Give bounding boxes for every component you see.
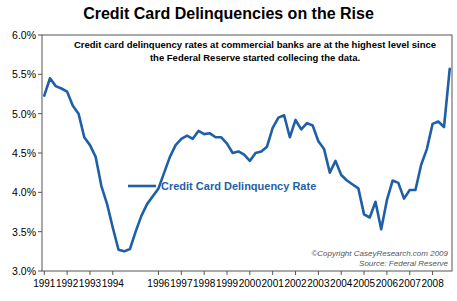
y-tick xyxy=(38,271,42,272)
x-tick xyxy=(204,271,205,275)
x-tick-label: 1993 xyxy=(79,278,102,289)
x-tick-label: 1992 xyxy=(56,278,79,289)
source-note: Source: Federal Reserve xyxy=(359,259,448,268)
x-tick-label: 2001 xyxy=(262,278,285,289)
x-tick xyxy=(89,271,90,275)
x-tick xyxy=(341,271,342,275)
x-tick-label: 2004 xyxy=(330,278,353,289)
y-tick xyxy=(38,192,42,193)
x-tick-label: 2002 xyxy=(284,278,307,289)
x-tick xyxy=(386,271,387,275)
y-tick xyxy=(38,231,42,232)
title: Credit Card Delinquencies on the Rise xyxy=(83,5,374,22)
x-tick-label: 1998 xyxy=(193,278,216,289)
y-tick-label: 5.0% xyxy=(12,108,36,120)
x-tick-label: 2005 xyxy=(353,278,376,289)
legend-swatch xyxy=(128,185,156,188)
x-tick xyxy=(181,271,182,275)
x-tick-label: 1997 xyxy=(170,278,193,289)
background xyxy=(0,0,457,301)
x-tick-label: 1996 xyxy=(147,278,170,289)
x-tick-label: 1994 xyxy=(102,278,125,289)
x-tick xyxy=(44,271,45,275)
x-tick-label: 2006 xyxy=(376,278,399,289)
series-line xyxy=(44,69,449,252)
x-tick-label: 2007 xyxy=(399,278,422,289)
x-tick-label: 2003 xyxy=(307,278,330,289)
x-tick xyxy=(272,271,273,275)
y-tick xyxy=(38,113,42,114)
x-tick-label: 1991 xyxy=(33,278,56,289)
x-tick xyxy=(158,271,159,275)
y-tick-label: 4.0% xyxy=(12,186,36,198)
legend-label: Credit Card Delinquency Rate xyxy=(161,180,316,192)
annotation: Credit card delinquency rates at commerc… xyxy=(74,39,436,50)
x-tick xyxy=(67,271,68,275)
x-tick xyxy=(227,271,228,275)
x-tick xyxy=(364,271,365,275)
source-note: ©Copyright CaseyResearch.com 2009 xyxy=(311,249,448,258)
y-tick xyxy=(38,74,42,75)
plot-frame xyxy=(42,35,452,271)
x-tick-label: 2000 xyxy=(239,278,262,289)
y-tick xyxy=(38,153,42,154)
x-tick xyxy=(318,271,319,275)
x-tick xyxy=(432,271,433,275)
plot-area xyxy=(44,69,449,252)
x-tick-label: 2008 xyxy=(421,278,444,289)
x-tick xyxy=(249,271,250,275)
x-tick-label: 1999 xyxy=(216,278,239,289)
chart: Credit Card Delinquencies on the Rise 3.0… xyxy=(0,0,457,301)
x-tick xyxy=(409,271,410,275)
x-tick xyxy=(295,271,296,275)
annotation: the Federal Reserve started collecing th… xyxy=(150,52,360,63)
y-tick-label: 4.5% xyxy=(12,147,36,159)
y-tick xyxy=(38,35,42,36)
y-tick-label: 3.5% xyxy=(12,226,36,238)
y-tick-label: 6.0% xyxy=(12,29,36,41)
x-tick xyxy=(112,271,113,275)
y-tick-label: 5.5% xyxy=(12,68,36,80)
y-tick-label: 3.0% xyxy=(12,265,36,277)
